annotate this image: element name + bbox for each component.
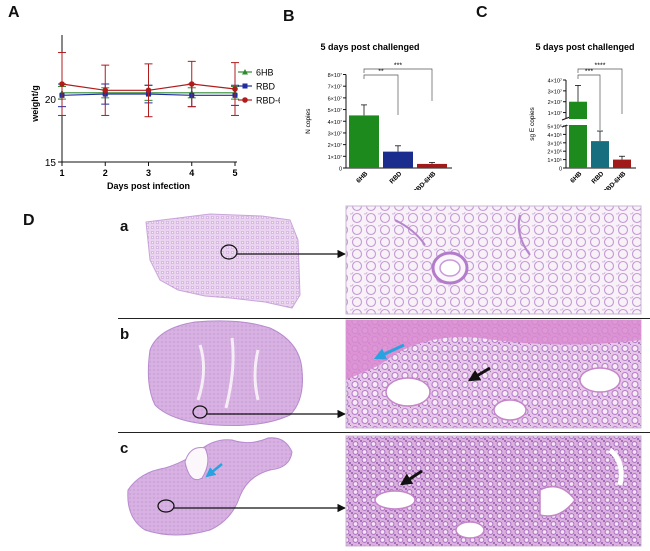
- lung-section-a: [145, 213, 301, 309]
- y-tick-label: 0: [559, 167, 562, 173]
- x-axis-label: Days post infection: [107, 181, 190, 191]
- y-tick-label: 1×10⁷: [328, 154, 342, 161]
- y-tick-label: 3×10⁵: [547, 140, 562, 147]
- significance-label: ****: [595, 63, 606, 70]
- chart-title: 5 days post challenged: [535, 42, 634, 52]
- x-tick-label: RBD-6HB: [412, 170, 438, 190]
- row-label-c: c: [120, 440, 129, 457]
- x-tick-label: 4: [189, 168, 194, 178]
- roi-circle-b: [192, 405, 208, 419]
- row-label-a: a: [120, 218, 129, 235]
- data-point: [145, 87, 152, 94]
- y-tick-label: 15: [45, 158, 57, 169]
- y-tick-label: 5×10⁵: [547, 124, 562, 131]
- x-tick-label: 3: [146, 168, 151, 178]
- y-tick-label: 1×10⁷: [548, 110, 562, 117]
- significance-label: ***: [585, 69, 593, 76]
- significance-bracket: [577, 74, 601, 130]
- micrograph-a: [345, 205, 642, 315]
- x-tick-label: 5: [232, 168, 237, 178]
- y-tick-label: 3×10⁷: [328, 130, 342, 137]
- row-divider: [118, 318, 650, 319]
- x-tick-label: RBD-6HB: [602, 170, 628, 190]
- y-tick-label: 2×10⁵: [547, 149, 562, 156]
- y-tick-label: 2×10⁷: [548, 99, 562, 106]
- y-tick-label: 0: [339, 167, 342, 173]
- legend-label: RBD: [256, 82, 276, 92]
- y-axis-label: N copies: [305, 108, 312, 134]
- legend-label: 6HB: [256, 68, 274, 78]
- roi-circle-c: [157, 499, 175, 513]
- significance-bracket: [363, 74, 399, 115]
- x-tick-label: RBD: [590, 170, 605, 185]
- lung-histology-figure: [127, 205, 642, 547]
- y-tick-label: 4×10⁷: [548, 78, 562, 85]
- legend-marker: [242, 97, 248, 103]
- y-tick-label: 4×10⁷: [328, 119, 342, 126]
- x-tick-label: 1: [59, 168, 64, 178]
- y-tick-label: 4×10⁵: [547, 132, 562, 139]
- bar-rbd-6hb: [417, 163, 447, 168]
- significance-label: **: [378, 69, 384, 76]
- x-tick-label: 6HB: [569, 170, 583, 184]
- row-divider: [118, 432, 650, 433]
- n-copies-bar-chart: 5 days post challenged 0 1×10⁷ 2×10⁷ 3×10⁷ 4×…: [305, 42, 452, 190]
- y-tick-label: 6×10⁷: [328, 95, 342, 102]
- data-point: [232, 86, 238, 92]
- y-tick-label: 8×10⁷: [328, 72, 342, 79]
- bronchus-wall-b: [346, 320, 641, 380]
- y-tick-label: 3×10⁷: [548, 88, 562, 95]
- data-point: [188, 81, 195, 87]
- chart-title: 5 days post challenged: [320, 42, 419, 52]
- legend-marker: [242, 69, 248, 75]
- y-tick-label: 5×10⁷: [328, 107, 342, 114]
- sge-copies-bar-chart: 5 days post challenged01×10⁵2×10⁵3×10⁵4×…: [529, 42, 636, 190]
- lung-section-c: [127, 437, 293, 536]
- panel-label-c: C: [476, 4, 488, 21]
- panel-label-b: B: [283, 8, 295, 25]
- bar-6hb: [349, 115, 379, 168]
- bar-6hb: [569, 101, 587, 168]
- data-point: [102, 87, 109, 94]
- panel-label-a: A: [8, 4, 20, 21]
- weight-line-chart: 15 20 1 2 3 4 5 Days post infection weight/g 6HB R…: [30, 35, 280, 191]
- legend-label: RBD-6HB: [256, 96, 280, 106]
- y-tick-label: 20: [45, 95, 57, 106]
- data-point: [59, 81, 65, 87]
- bar-rbd: [383, 151, 413, 168]
- panel-label-d: D: [23, 212, 35, 229]
- lung-section-b: [147, 320, 303, 427]
- bar-rbd: [591, 141, 609, 168]
- significance-bracket: [577, 68, 623, 114]
- y-tick-label: 2×10⁷: [328, 142, 342, 149]
- roi-circle-a: [220, 244, 238, 260]
- y-axis-label: weight/g: [30, 85, 40, 123]
- blue-arrow-b: [373, 343, 405, 360]
- significance-label: ***: [394, 63, 402, 70]
- legend-marker: [242, 83, 248, 89]
- bar-rbd-6hb: [613, 159, 631, 168]
- y-tick-label: 1×10⁵: [547, 157, 562, 164]
- significance-bracket: [363, 68, 433, 101]
- x-tick-label: 2: [103, 168, 108, 178]
- x-tick-label: RBD: [388, 170, 403, 185]
- blue-arrow-c: [205, 463, 223, 478]
- black-arrow-b: [467, 366, 491, 382]
- y-tick-label: 7×10⁷: [328, 84, 342, 91]
- y-axis-label: sg E copies: [529, 106, 536, 140]
- row-label-b: b: [120, 326, 130, 343]
- black-arrow-c: [399, 469, 423, 486]
- x-tick-label: 6HB: [355, 170, 369, 184]
